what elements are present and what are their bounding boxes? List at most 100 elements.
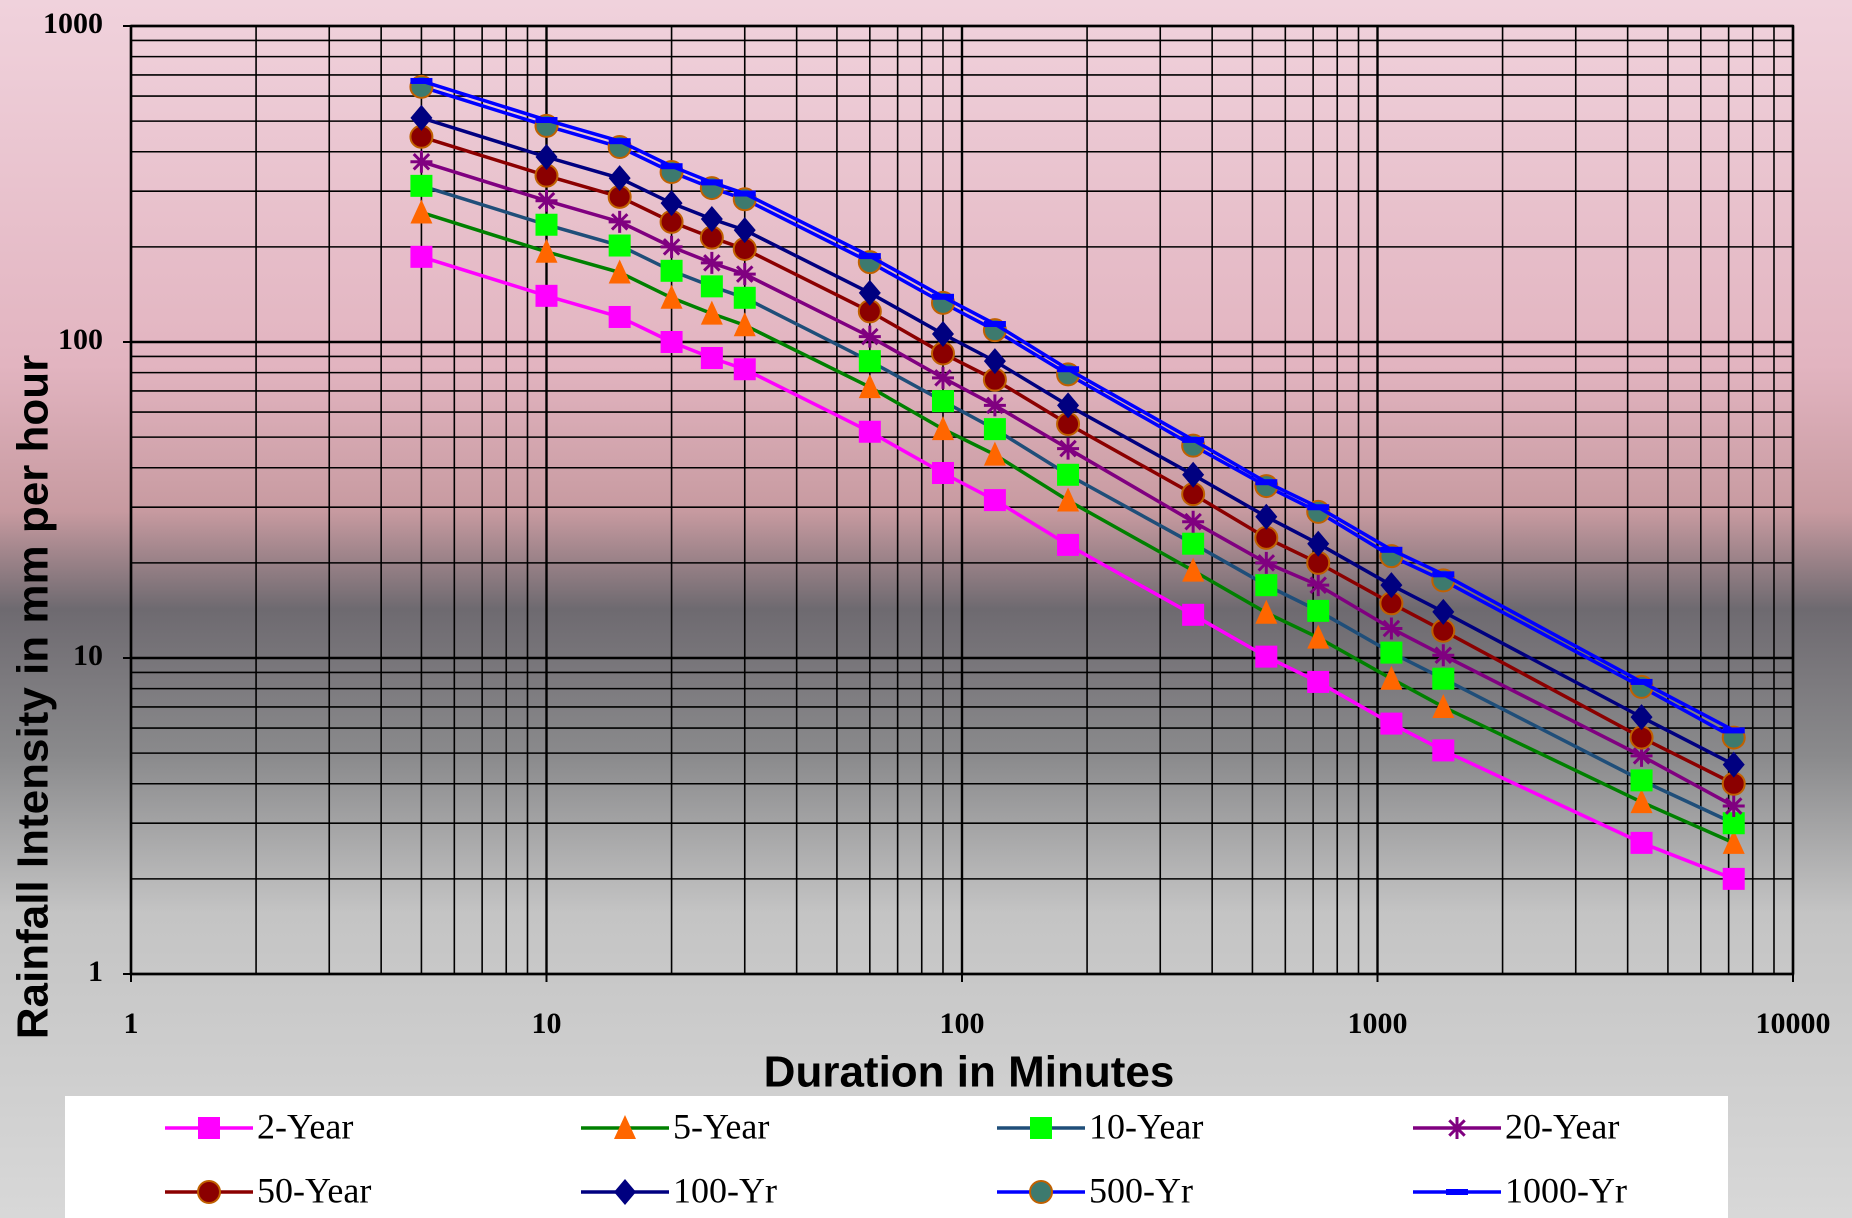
marker xyxy=(1446,1117,1468,1139)
marker xyxy=(410,150,433,173)
y-tick-label: 1000 xyxy=(43,7,103,40)
marker xyxy=(1182,461,1205,488)
marker xyxy=(1057,392,1080,419)
marker xyxy=(733,286,756,309)
marker xyxy=(983,348,1006,375)
legend-item: 20-Year xyxy=(1413,1106,1619,1146)
series xyxy=(410,150,1745,818)
marker xyxy=(1432,598,1455,625)
marker xyxy=(1380,617,1403,640)
marker xyxy=(1182,603,1205,626)
marker xyxy=(1722,812,1745,835)
marker xyxy=(608,259,631,284)
marker xyxy=(733,312,756,337)
marker xyxy=(700,275,723,298)
marker xyxy=(660,284,683,309)
legend-item: 1000-Yr xyxy=(1413,1170,1627,1210)
marker xyxy=(660,331,683,353)
marker xyxy=(931,461,954,484)
marker xyxy=(1182,557,1205,582)
marker xyxy=(410,199,433,224)
marker xyxy=(1057,463,1080,486)
marker xyxy=(1307,504,1330,511)
marker xyxy=(931,293,954,300)
legend-label: 500-Yr xyxy=(1089,1170,1193,1210)
legend-item: 500-Yr xyxy=(997,1170,1193,1210)
marker xyxy=(1057,437,1080,460)
marker xyxy=(608,305,631,328)
marker xyxy=(410,104,433,131)
marker xyxy=(858,253,881,260)
legend-box xyxy=(65,1096,1728,1218)
legend-item: 2-Year xyxy=(165,1106,353,1146)
marker xyxy=(1722,867,1745,890)
marker xyxy=(1630,769,1653,792)
marker xyxy=(1380,641,1403,664)
marker xyxy=(1432,571,1455,578)
marker xyxy=(608,234,631,257)
legend-label: 5-Year xyxy=(673,1106,769,1146)
marker xyxy=(1307,624,1330,649)
marker xyxy=(983,441,1006,466)
marker xyxy=(1722,795,1745,818)
y-axis-label: Rainfall Intensity in mm per hour xyxy=(9,355,58,1040)
marker xyxy=(931,416,954,441)
marker xyxy=(858,279,881,306)
x-axis-label: Duration in Minutes xyxy=(764,1048,1175,1097)
legend-label: 2-Year xyxy=(257,1106,353,1146)
marker xyxy=(1630,704,1653,731)
marker xyxy=(535,143,558,170)
marker xyxy=(608,165,631,192)
marker xyxy=(1182,436,1205,443)
marker xyxy=(1630,789,1653,814)
x-tick-label: 10000 xyxy=(1756,1007,1831,1040)
legend-label: 50-Year xyxy=(257,1170,371,1210)
marker xyxy=(858,374,881,399)
x-tick-label: 10 xyxy=(532,1007,562,1040)
marker xyxy=(983,321,1006,328)
marker xyxy=(1254,525,1279,550)
series xyxy=(410,199,1745,854)
marker xyxy=(1432,667,1455,690)
marker xyxy=(197,1180,221,1204)
marker xyxy=(1182,532,1205,555)
marker xyxy=(660,190,683,217)
legend-label: 1000-Yr xyxy=(1505,1170,1627,1210)
marker xyxy=(700,179,723,186)
x-tick-label: 1000 xyxy=(1348,1007,1408,1040)
marker xyxy=(535,238,558,263)
marker xyxy=(1722,727,1745,734)
y-tick-label: 1 xyxy=(88,955,103,988)
legend-label: 20-Year xyxy=(1505,1106,1619,1146)
legend-item: 5-Year xyxy=(581,1106,769,1146)
marker xyxy=(1380,572,1403,599)
marker xyxy=(535,189,558,212)
marker xyxy=(1630,678,1653,685)
marker xyxy=(1255,503,1278,530)
marker xyxy=(410,174,433,197)
marker xyxy=(858,325,881,348)
legend-item: 50-Year xyxy=(165,1170,371,1210)
marker xyxy=(1380,712,1403,735)
marker xyxy=(614,1179,636,1205)
marker xyxy=(733,217,756,244)
marker xyxy=(614,1115,636,1139)
marker xyxy=(1432,693,1455,718)
series xyxy=(410,174,1745,835)
marker xyxy=(700,206,723,233)
marker xyxy=(1380,546,1403,553)
legend-label: 10-Year xyxy=(1089,1106,1203,1146)
legend-item: 10-Year xyxy=(997,1106,1203,1146)
marker xyxy=(1307,574,1330,597)
marker xyxy=(608,210,631,233)
marker xyxy=(1722,751,1745,778)
y-tick-label: 10 xyxy=(73,639,103,672)
marker xyxy=(858,350,881,373)
marker xyxy=(983,394,1006,417)
marker xyxy=(1432,644,1455,667)
marker xyxy=(1307,670,1330,693)
marker xyxy=(1255,599,1278,624)
marker xyxy=(931,321,954,348)
marker xyxy=(1029,1180,1053,1204)
marker xyxy=(660,259,683,282)
